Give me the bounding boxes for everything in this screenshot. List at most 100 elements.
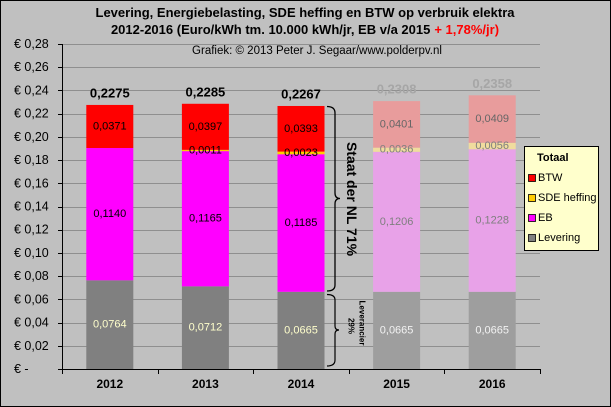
chart-title-line2-main: 2012-2016 (Euro/kWh tm. 10.000 kWh/jr, E…: [111, 22, 430, 37]
y-tick-label: € 0,12: [14, 223, 49, 237]
data-label-eb-2012: 0,1140: [93, 208, 126, 220]
bar-eb-2012: [86, 148, 134, 281]
data-label-btw-2012: 0,0371: [93, 120, 127, 132]
y-tick-label: € 0,20: [14, 130, 49, 144]
data-label-btw-2014: 0,0393: [284, 123, 318, 135]
legend-entry-btw: BTW: [528, 172, 563, 184]
y-tick-label: € 0,10: [14, 246, 49, 260]
bar-btw-2015: [373, 101, 421, 148]
bar-sde-heffing-2015: [373, 147, 421, 152]
data-label-btw-2015: 0,0401: [380, 118, 414, 130]
bar-stack-2014: [277, 105, 325, 369]
bar-eb-2015: [373, 151, 421, 292]
bar-sde-heffing-2014: [277, 151, 325, 155]
data-label-btw-2013: 0,0397: [189, 121, 223, 133]
annotation-supplier-label-line2: 29%: [347, 318, 356, 334]
bar-sde-heffing-2016: [468, 142, 516, 150]
bar-levering-2016: [468, 291, 516, 369]
chart-title-line2-highlight: + 1,78%/jr): [434, 22, 499, 37]
total-label-2012: 0,2275: [90, 85, 130, 100]
bar-levering-2013: [181, 286, 229, 369]
chart-title-line2: 2012-2016 (Euro/kWh tm. 10.000 kWh/jr, E…: [111, 22, 499, 37]
bar-btw-2016: [468, 95, 516, 143]
bar-eb-2013: [181, 151, 229, 287]
legend-label-sde-heffing: SDE heffing: [538, 192, 597, 204]
data-label-eb-2015: 0,1206: [380, 216, 414, 228]
legend-entry-eb: EB: [528, 212, 553, 224]
legend-swatch-btw: [528, 174, 536, 182]
legend: Totaal BTW SDE heffing EB Levering: [524, 146, 599, 251]
y-tick-label: € 0,22: [14, 107, 49, 121]
total-label-2013: 0,2285: [186, 84, 226, 99]
y-tick-label: € 0,16: [14, 176, 49, 190]
bar-eb-2016: [468, 149, 516, 292]
legend-swatch-sde-heffing: [528, 194, 536, 202]
data-label-levering-2016: 0,0665: [475, 324, 509, 336]
legend-title: Totaal: [537, 152, 569, 164]
x-tick-label-2013: 2013: [192, 377, 219, 391]
y-tick-label: € 0,18: [14, 153, 49, 167]
legend-swatch-levering: [528, 234, 536, 242]
data-label-btw-2016: 0,0409: [475, 113, 509, 125]
data-label-levering-2012: 0,0764: [93, 319, 127, 331]
bracket-state-share: [326, 105, 341, 292]
bar-sde-heffing-2013: [181, 149, 229, 152]
data-label-levering-2013: 0,0712: [189, 322, 223, 334]
y-tick-label: € 0,04: [14, 316, 49, 330]
y-tick-label: € 0,06: [14, 292, 49, 306]
x-tick-label-2015: 2015: [383, 377, 410, 391]
y-tick-label: € 0,28: [14, 37, 49, 51]
bar-btw-2013: [181, 103, 229, 150]
bar-btw-2014: [277, 105, 325, 152]
bar-stack-2012: [86, 104, 134, 369]
x-tick-label-2014: 2014: [288, 377, 315, 391]
data-label-levering-2014: 0,0665: [284, 324, 318, 336]
x-tick-label-2012: 2012: [96, 377, 123, 391]
data-label-eb-2014: 0,1185: [285, 217, 318, 229]
data-label-sde-heffing-2013: 0,0011: [189, 144, 222, 156]
legend-swatch-eb: [528, 214, 536, 222]
y-tick-label: € 0,02: [14, 339, 49, 353]
x-tick-label-2016: 2016: [479, 377, 506, 391]
data-label-sde-heffing-2016: 0,0056: [475, 140, 509, 152]
annotation-supplier-label-line1: Leverancier: [358, 301, 367, 346]
bar-levering-2014: [277, 291, 325, 369]
data-label-sde-heffing-2014: 0,0023: [284, 147, 318, 159]
data-label-eb-2013: 0,1165: [189, 213, 222, 225]
total-label-2014: 0,2267: [281, 86, 321, 101]
bars: [86, 95, 516, 369]
legend-label-levering: Levering: [538, 232, 580, 244]
legend-entry-sde-heffing: SDE heffing: [528, 192, 597, 204]
data-label-levering-2015: 0,0665: [380, 324, 414, 336]
data-labels: 0,0764 0,1140 0,0371 0,2275 0,0712 0,1165 0,00…: [90, 76, 512, 337]
annotation-state-share: Staat der NL 71%: [326, 105, 360, 292]
legend-entry-levering: Levering: [528, 232, 580, 244]
y-tick-label: € 0,24: [14, 83, 49, 97]
y-tick-label: € 0,14: [14, 200, 49, 214]
axis-labels: € - € 0,02 € 0,04 € 0,06 € 0,08 € 0,10 € 0,12 €…: [14, 37, 506, 391]
bar-levering-2015: [373, 291, 421, 369]
bar-btw-2012: [86, 104, 134, 148]
y-tick-label: € 0,26: [14, 60, 49, 74]
bar-stack-2013: [181, 103, 229, 369]
y-tick-label: € 0,08: [14, 269, 49, 283]
chart-title-line1: Levering, Energiebelasting, SDE heffing …: [96, 5, 516, 20]
total-label-2016: 0,2358: [472, 76, 512, 91]
annotation-state-share-label: Staat der NL 71%: [344, 142, 360, 257]
legend-label-eb: EB: [538, 212, 553, 224]
legend-label-btw: BTW: [538, 172, 563, 184]
total-label-2015: 0,2308: [377, 82, 417, 97]
bar-stack-2015: [373, 101, 421, 369]
bar-stack-2016: [468, 95, 516, 369]
legend-box: [524, 146, 599, 251]
bar-eb-2014: [277, 154, 325, 292]
data-label-sde-heffing-2015: 0,0036: [380, 144, 414, 156]
y-tick-label: € -: [14, 362, 29, 376]
bracket-supplier-share: [326, 293, 340, 367]
chart-credit: Grafiek: © 2013 Peter J. Segaar/www.pold…: [192, 45, 442, 57]
annotation-supplier-share: Leverancier 29%: [326, 293, 367, 367]
data-label-eb-2016: 0,1228: [475, 215, 509, 227]
bar-levering-2012: [86, 280, 134, 369]
